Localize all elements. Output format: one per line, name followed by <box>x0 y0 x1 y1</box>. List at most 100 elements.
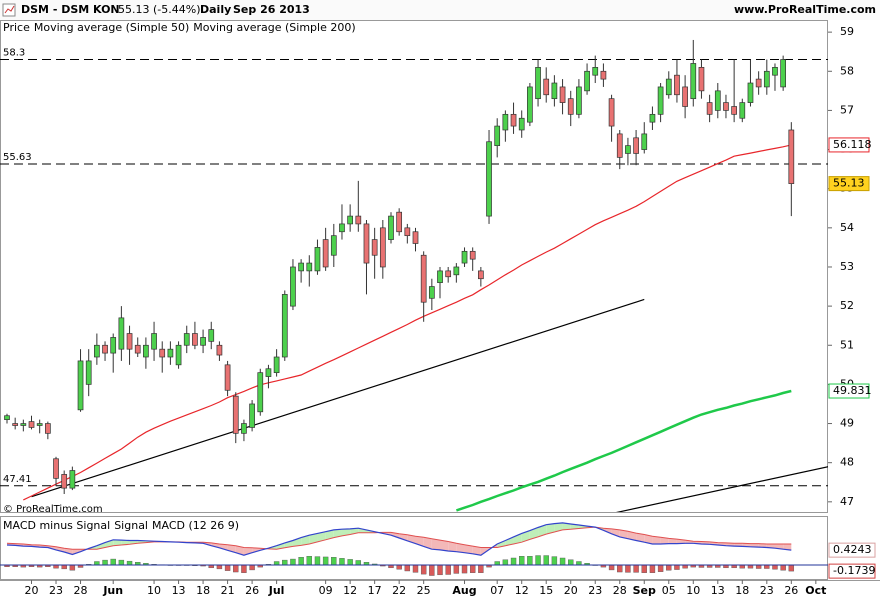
histogram-bar <box>478 564 484 573</box>
histogram-bar <box>576 561 582 566</box>
candle-body <box>339 223 345 233</box>
histogram-bar <box>510 557 517 566</box>
macd-signal-fill <box>301 535 310 546</box>
value-box <box>828 542 876 558</box>
value-box-label: 55.13 <box>833 177 865 190</box>
macd-signal-fill <box>660 537 669 544</box>
candle-body <box>625 145 631 154</box>
candle-body <box>134 344 141 354</box>
x-tick-label: 20 <box>25 584 39 597</box>
histogram-bar <box>290 558 296 566</box>
candle-body <box>633 137 639 154</box>
histogram-bar <box>61 564 67 570</box>
candle-body <box>102 344 108 354</box>
histogram-bar <box>322 556 329 566</box>
x-tick-label: 23 <box>49 584 63 597</box>
macd-signal-fill <box>440 540 449 551</box>
histogram-bar <box>649 564 656 573</box>
histogram-bar <box>314 556 321 566</box>
macd-signal-fill <box>399 533 408 541</box>
x-tick-label: 23 <box>588 584 602 597</box>
site: www.ProRealTime.com <box>734 3 876 16</box>
chart-icon-glyph <box>4 5 15 14</box>
y-tick-label: 59 <box>840 25 854 38</box>
histogram-bar <box>298 557 304 566</box>
candle-body <box>183 333 190 346</box>
candle-body <box>478 270 484 280</box>
macd-signal-fill <box>64 548 73 555</box>
macd-signal-fill <box>627 531 637 541</box>
histogram-bar <box>273 561 280 566</box>
x-tick-label: Aug <box>452 584 476 597</box>
candle-body <box>780 59 787 88</box>
macd-signal-fill <box>309 533 318 544</box>
macd-signal-fill <box>750 543 759 548</box>
histogram-bar <box>224 564 231 571</box>
y-tick-label: 49 <box>840 417 854 430</box>
candle-body <box>314 247 321 272</box>
candle-body <box>674 74 680 96</box>
candle-body <box>551 82 558 100</box>
x-tick-label: 28 <box>74 584 88 597</box>
x-tick-label: 13 <box>172 584 186 597</box>
value-box <box>828 383 870 399</box>
histogram-bar <box>461 564 468 574</box>
value-box-label: -0.1739 <box>833 564 875 577</box>
moving-average <box>23 144 792 501</box>
value-box-label: 56.118 <box>833 138 872 151</box>
candle-body <box>355 215 362 225</box>
candle-body <box>249 403 255 428</box>
x-tick-label: 22 <box>392 584 406 597</box>
histogram-bar <box>437 564 443 576</box>
histogram-bar <box>118 559 125 566</box>
histogram-bar <box>551 556 558 566</box>
histogram-bar <box>339 558 345 566</box>
candle-body <box>208 329 215 342</box>
candle-body <box>216 344 223 356</box>
histogram-bar <box>347 559 353 566</box>
macd-signal-fill <box>668 538 677 544</box>
histogram-bar <box>469 564 476 573</box>
candle-body <box>437 270 443 283</box>
x-tick-label: 23 <box>760 584 774 597</box>
macd-signal-fill <box>538 524 547 537</box>
candle-body <box>592 67 599 76</box>
macd-signal-fill <box>562 522 571 530</box>
symbol: DSM - DSM KON <box>21 3 120 16</box>
candle-body <box>665 78 672 96</box>
macd-signal-fill <box>341 528 351 536</box>
candle-body <box>388 215 394 240</box>
candle-body <box>28 421 35 428</box>
histogram-bar <box>420 564 427 575</box>
x-tick-label: 26 <box>245 584 259 597</box>
x-tick-label: 15 <box>539 584 553 597</box>
candle-body <box>714 90 721 111</box>
x-tick-label: 20 <box>564 584 578 597</box>
candle-body <box>641 133 648 150</box>
candle-body <box>232 395 239 434</box>
histogram-bar <box>102 559 108 566</box>
x-tick-label: 05 <box>662 584 676 597</box>
quote: 55.13 (-5.44%) <box>118 3 200 16</box>
histogram-bar <box>772 564 778 570</box>
histogram-bar <box>657 564 664 572</box>
candle-body <box>224 364 231 391</box>
x-tick-label: 18 <box>735 584 749 597</box>
candle-body <box>61 474 68 489</box>
histogram-bar <box>453 564 460 574</box>
main-frame <box>0 20 828 513</box>
value-box-label: 0.4243 <box>833 543 872 556</box>
candle-body <box>347 215 353 225</box>
candle-body <box>584 70 590 92</box>
macd-plot <box>0 522 828 576</box>
candle-body <box>445 270 452 278</box>
candle-body <box>608 98 615 127</box>
legend-entry: MACD minus Signal <box>3 519 110 532</box>
candle-body <box>494 125 501 146</box>
macd-signal-fill <box>636 533 645 543</box>
x-tick-label: Jun <box>102 584 123 597</box>
value-box-label: 49.831 <box>833 384 872 397</box>
candle-body <box>616 133 623 158</box>
macd-signal-fill <box>758 543 767 548</box>
